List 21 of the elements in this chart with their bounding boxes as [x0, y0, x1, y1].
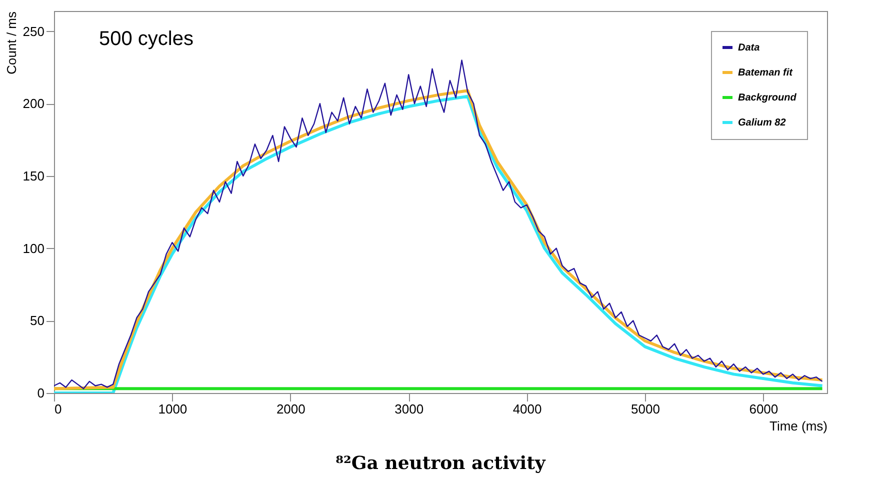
y-axis-title: Count / ms: [4, 11, 19, 74]
x-tick-label: 1000: [158, 402, 188, 416]
x-tick-label: 5000: [631, 402, 660, 416]
legend-label: Galium 82: [738, 118, 786, 128]
x-tick-label: 0: [54, 402, 62, 416]
y-tick-label: 100: [22, 240, 44, 256]
y-tick-label: 250: [22, 24, 44, 39]
legend-label: Data: [738, 42, 760, 54]
y-tick-label: 0: [37, 386, 44, 400]
text: ⁸²Ga neutron activity: [336, 453, 546, 474]
x-tick-label: 2000: [276, 402, 306, 416]
x-tick-label: 4000: [512, 402, 542, 416]
x-axis-title: Time (ms): [769, 418, 828, 434]
legend-label: Bateman fit: [738, 68, 794, 78]
x-tick-label: 3000: [394, 402, 424, 416]
legend-label: Background: [738, 92, 798, 104]
x-tick-label: 6000: [749, 402, 778, 416]
annotation: 500 cycles: [99, 28, 194, 50]
y-tick-label: 150: [22, 168, 44, 184]
y-tick-label: 50: [30, 313, 44, 328]
y-tick-label: 200: [22, 96, 44, 112]
